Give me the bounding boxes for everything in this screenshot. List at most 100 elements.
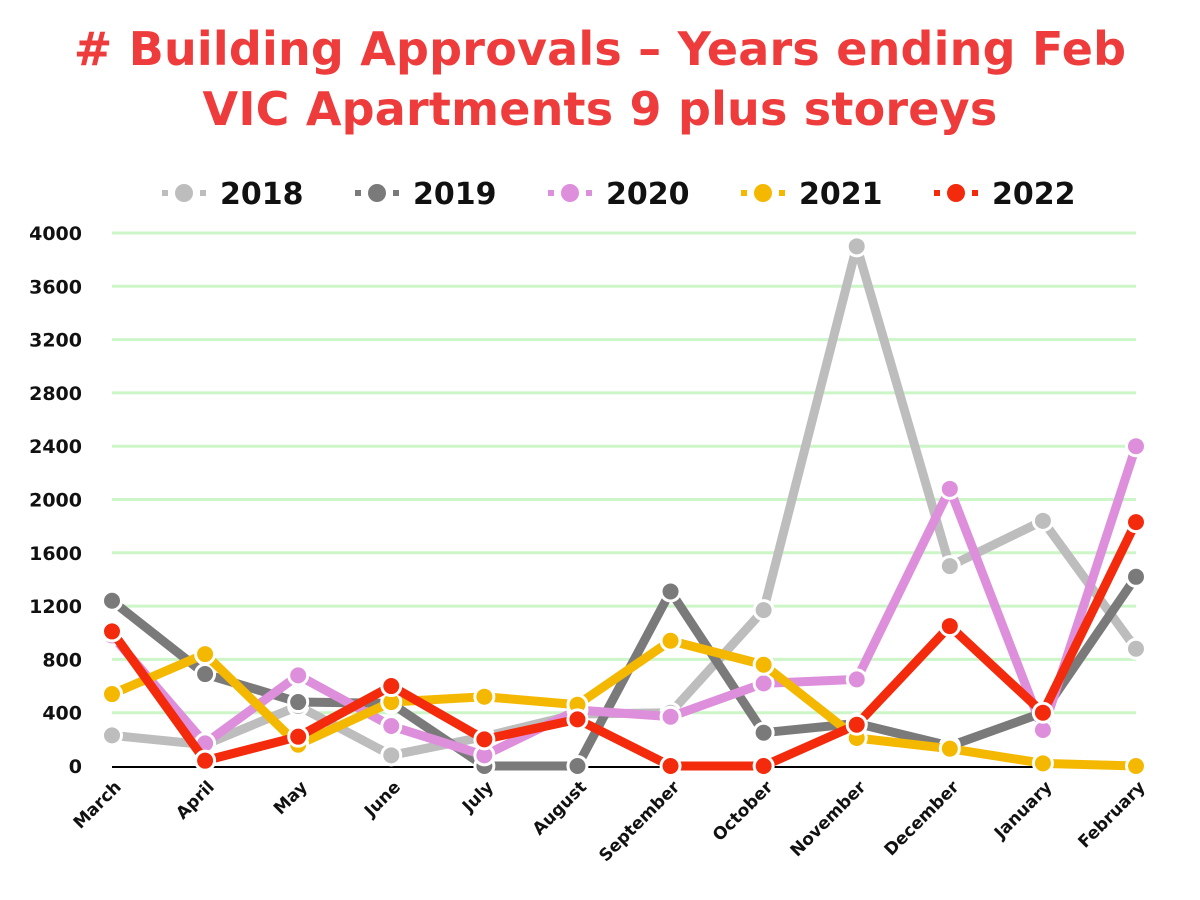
data-point bbox=[752, 755, 775, 777]
legend-item-2021: 2021 bbox=[741, 177, 883, 212]
legend-line-left bbox=[355, 190, 361, 196]
y-tick-label: 2000 bbox=[29, 490, 82, 512]
x-tick-label: March bbox=[70, 777, 126, 833]
legend-line-right bbox=[586, 190, 592, 196]
data-point bbox=[752, 721, 775, 744]
legend-item-2020: 2020 bbox=[548, 177, 690, 212]
x-tick-label: October bbox=[709, 777, 778, 846]
legend-label: 2022 bbox=[992, 177, 1076, 212]
data-point bbox=[1031, 509, 1054, 532]
series-line bbox=[110, 636, 1137, 771]
data-point bbox=[1125, 637, 1147, 660]
data-point bbox=[101, 620, 123, 643]
legend-marker-icon bbox=[561, 184, 579, 202]
chart-title-line-2: VIC Apartments 9 plus storeys bbox=[202, 82, 998, 136]
legend-line-right bbox=[200, 190, 206, 196]
data-point bbox=[380, 744, 403, 767]
legend-line-right bbox=[779, 190, 785, 196]
x-tick-label: July bbox=[458, 777, 498, 817]
series-line bbox=[108, 520, 1141, 771]
series-layer bbox=[101, 235, 1147, 777]
legend-line-left bbox=[741, 190, 747, 196]
data-point bbox=[101, 724, 123, 747]
x-tick-label: November bbox=[787, 777, 871, 861]
legend-label: 2021 bbox=[799, 177, 883, 212]
data-point bbox=[380, 675, 403, 698]
y-tick-label: 2800 bbox=[29, 383, 82, 405]
data-point bbox=[473, 728, 496, 751]
data-point bbox=[473, 685, 496, 708]
data-point bbox=[287, 691, 310, 714]
y-tick-label: 800 bbox=[42, 649, 82, 671]
data-point bbox=[752, 672, 775, 695]
y-tick-label: 1600 bbox=[29, 543, 82, 565]
data-point bbox=[752, 599, 775, 622]
data-point bbox=[101, 683, 123, 706]
x-tick-label: August bbox=[529, 777, 591, 839]
data-point bbox=[1031, 701, 1054, 724]
data-point bbox=[287, 725, 310, 748]
legend-line-left bbox=[548, 190, 554, 196]
x-tick-label: December bbox=[881, 777, 964, 860]
series-line bbox=[109, 574, 1140, 771]
data-point bbox=[845, 668, 868, 691]
legend-label: 2019 bbox=[413, 177, 497, 212]
data-point bbox=[659, 705, 682, 728]
data-point bbox=[380, 715, 403, 738]
data-point bbox=[845, 235, 868, 258]
legend-line-left bbox=[162, 190, 168, 196]
y-tick-label: 1200 bbox=[29, 596, 82, 618]
legend-item-2022: 2022 bbox=[934, 177, 1076, 212]
data-point bbox=[752, 653, 775, 676]
data-point bbox=[1125, 565, 1147, 588]
legend-line-right bbox=[972, 190, 978, 196]
data-point bbox=[1125, 511, 1147, 534]
legend: 2018 2019 2020 2021 2022 bbox=[162, 177, 1076, 212]
x-tick-label: January bbox=[990, 777, 1056, 843]
legend-marker-icon bbox=[175, 184, 193, 202]
series-2022 bbox=[101, 511, 1147, 777]
legend-label: 2020 bbox=[606, 177, 690, 212]
legend-line-left bbox=[934, 190, 940, 196]
data-point bbox=[659, 629, 682, 652]
data-point bbox=[938, 477, 961, 500]
data-point bbox=[566, 708, 589, 731]
data-point bbox=[1125, 755, 1147, 777]
legend-marker-icon bbox=[947, 184, 965, 202]
x-tick-label: May bbox=[270, 777, 312, 819]
x-tick-label: September bbox=[595, 777, 684, 866]
data-point bbox=[194, 749, 217, 772]
chart-title-line-1: # Building Approvals – Years ending Feb bbox=[73, 22, 1127, 76]
data-point bbox=[287, 664, 310, 687]
x-tick-label: April bbox=[172, 777, 218, 823]
y-tick-label: 400 bbox=[42, 703, 82, 725]
x-tick-label: June bbox=[360, 777, 405, 822]
x-axis: March April May June July August September Octo… bbox=[70, 777, 1150, 866]
y-tick-label: 2400 bbox=[29, 436, 82, 458]
data-point bbox=[938, 555, 961, 578]
series-line bbox=[108, 444, 1141, 760]
legend-label: 2018 bbox=[220, 177, 304, 212]
legend-item-2019: 2019 bbox=[355, 177, 497, 212]
data-point bbox=[1125, 435, 1147, 458]
y-tick-label: 4000 bbox=[29, 223, 82, 245]
y-tick-label: 3200 bbox=[29, 330, 82, 352]
data-point bbox=[1031, 752, 1054, 775]
series-2020 bbox=[101, 435, 1147, 767]
y-tick-label: 0 bbox=[69, 756, 82, 778]
y-tick-label: 3600 bbox=[29, 276, 82, 298]
data-point bbox=[101, 589, 123, 612]
gridlines bbox=[112, 231, 1136, 715]
y-axis: 0 400 800 1200 1600 2000 2400 2800 3200 3600 4000 bbox=[29, 223, 82, 778]
data-point bbox=[845, 713, 868, 736]
data-point bbox=[938, 615, 961, 638]
legend-marker-icon bbox=[754, 184, 772, 202]
data-point bbox=[938, 737, 961, 760]
x-tick-label: February bbox=[1075, 777, 1150, 852]
data-point bbox=[659, 755, 682, 777]
legend-item-2018: 2018 bbox=[162, 177, 304, 212]
data-point bbox=[659, 580, 682, 603]
data-point bbox=[194, 643, 217, 666]
series-2021 bbox=[101, 629, 1147, 777]
